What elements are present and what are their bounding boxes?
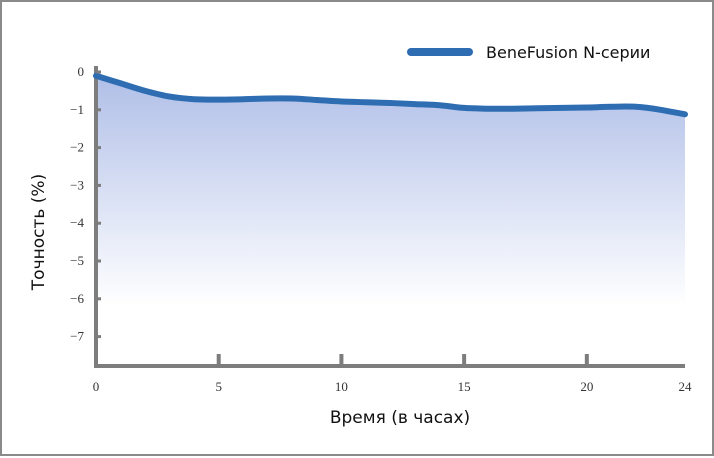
x-tick-label: 5 xyxy=(215,379,222,394)
y-tick-label: −5 xyxy=(70,253,84,268)
x-tick-label: 15 xyxy=(458,379,471,394)
legend-label: BeneFusion N-серии xyxy=(486,43,650,62)
series-area-fill xyxy=(96,75,685,306)
y-axis-title: Точность (%) xyxy=(29,174,49,291)
x-tick-label: 10 xyxy=(335,379,348,394)
y-tick-label: −3 xyxy=(70,177,84,192)
x-tick-label: 0 xyxy=(93,379,100,394)
y-tick-label: −7 xyxy=(70,329,84,344)
y-tick-label: 0 xyxy=(78,64,85,79)
y-tick-label: −2 xyxy=(70,140,84,155)
y-tick-label: −1 xyxy=(70,102,84,117)
y-tick-label: −6 xyxy=(70,291,84,306)
x-tick-label: 24 xyxy=(679,379,693,394)
y-tick-label: −4 xyxy=(70,215,84,230)
x-axis-title: Время (в часах) xyxy=(330,408,470,428)
x-tick-label: 20 xyxy=(580,379,593,394)
series-line xyxy=(93,72,688,118)
